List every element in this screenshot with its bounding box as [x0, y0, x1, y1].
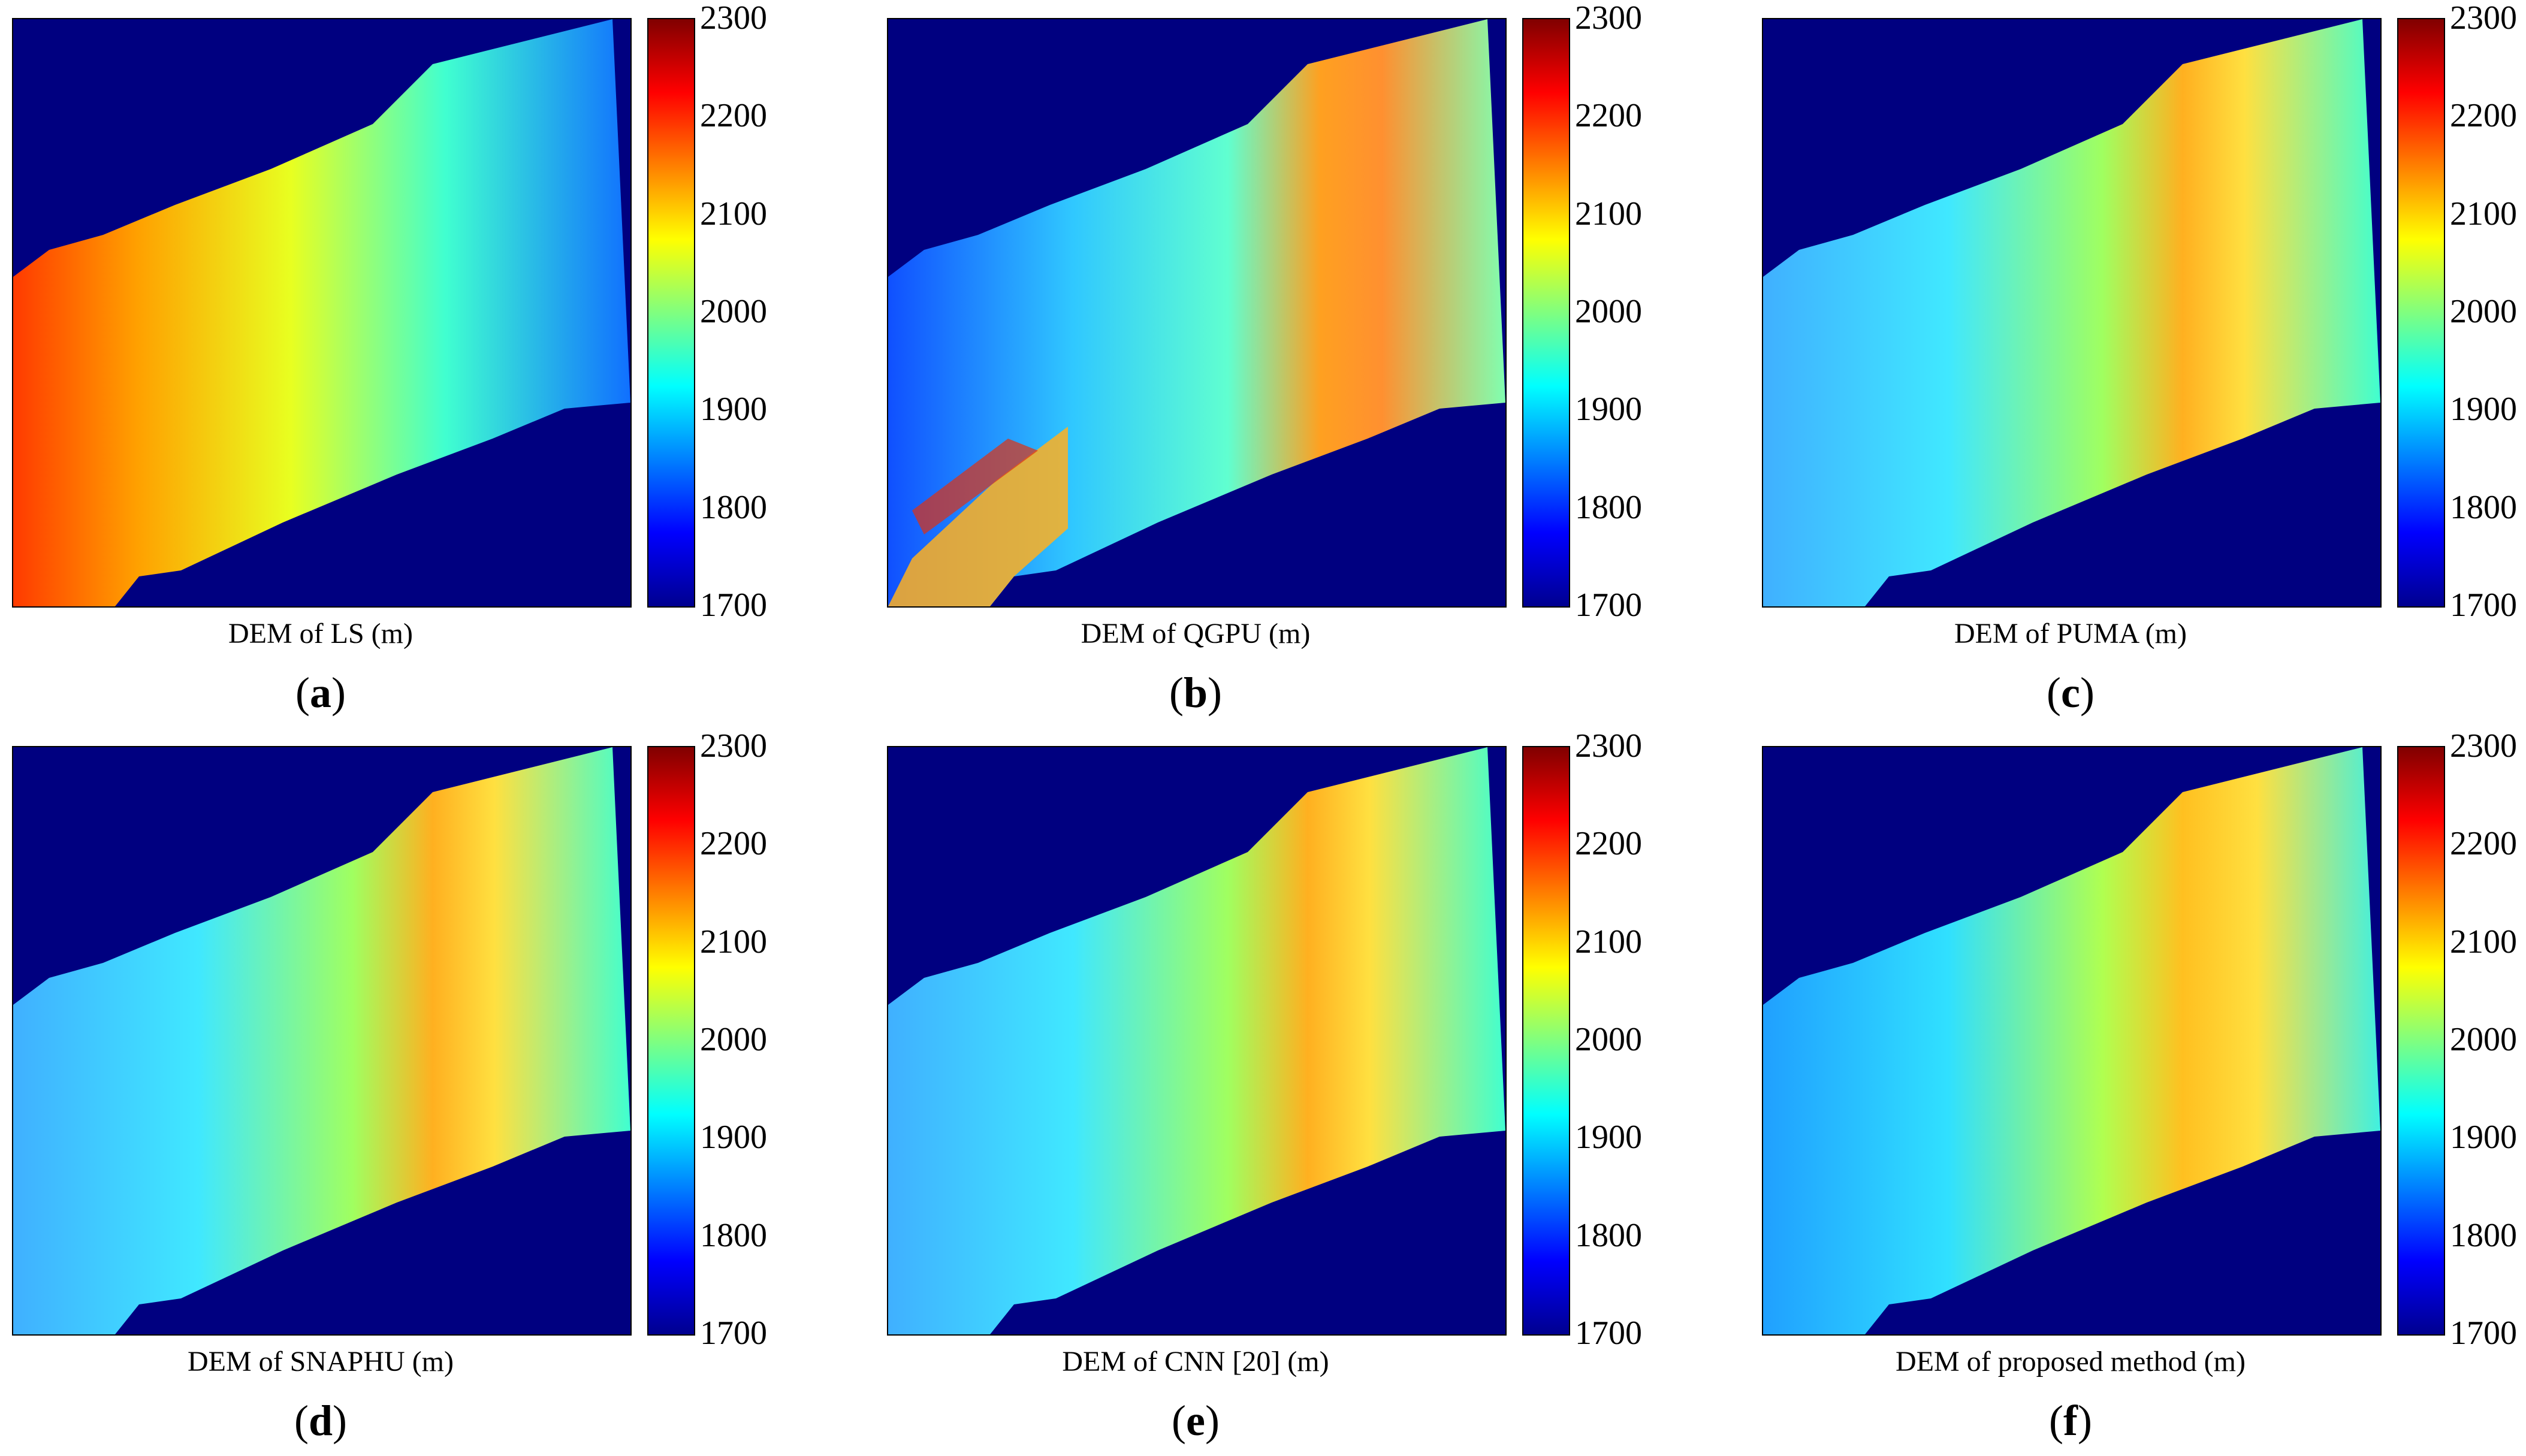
colorbar-tick: 1800	[2450, 1217, 2517, 1254]
colorbar-tick: 2300	[700, 0, 767, 37]
dem-map-puma	[1762, 18, 2382, 608]
panel-f: 2300 2200 2100 2000 1900 1800 1700 DEM o…	[1756, 729, 2526, 1445]
dem-map-cnn	[887, 746, 1507, 1336]
colorbar	[2397, 746, 2445, 1336]
colorbar-tick: 1900	[1575, 391, 1642, 428]
colorbar-tick: 2100	[1575, 195, 1642, 232]
panel-label: (a)	[295, 669, 346, 717]
panel-d: 2300 2200 2100 2000 1900 1800 1700 DEM o…	[6, 729, 875, 1445]
panel-label: (b)	[1169, 669, 1222, 717]
panel-label: (e)	[1172, 1397, 1220, 1445]
colorbar	[647, 746, 695, 1336]
colorbar-tick: 1800	[2450, 489, 2517, 526]
colorbar-tick: 1800	[1575, 1217, 1642, 1254]
dem-map-ls	[12, 18, 632, 608]
colorbar-tick: 1700	[1575, 1315, 1642, 1352]
colorbar-tick: 2100	[700, 923, 767, 960]
panel-caption: DEM of proposed method (m)	[1896, 1346, 2246, 1378]
colorbar-tick: 1700	[700, 587, 767, 624]
dem-map-qgpu	[887, 18, 1507, 608]
colorbar	[647, 18, 695, 608]
colorbar-tick: 2200	[2450, 825, 2517, 862]
colorbar-tick: 2000	[700, 293, 767, 330]
colorbar-tick: 1800	[700, 1217, 767, 1254]
colorbar-tick: 2100	[1575, 923, 1642, 960]
colorbar-tick: 2100	[2450, 923, 2517, 960]
colorbar-tick: 2100	[700, 195, 767, 232]
colorbar-tick: 2000	[1575, 1021, 1642, 1058]
panel-label: (f)	[2049, 1397, 2092, 1445]
panel-caption: DEM of PUMA (m)	[1954, 618, 2187, 650]
colorbar-tick: 2000	[2450, 293, 2517, 330]
colorbar-tick: 2200	[1575, 97, 1642, 134]
colorbar	[1522, 18, 1570, 608]
colorbar-tick: 2300	[700, 727, 767, 765]
panel-e: 2300 2200 2100 2000 1900 1800 1700 DEM o…	[881, 729, 1750, 1445]
colorbar	[1522, 746, 1570, 1336]
panel-c: 2300 2200 2100 2000 1900 1800 1700 DEM o…	[1756, 1, 2526, 717]
colorbar-tick: 2300	[1575, 0, 1642, 37]
colorbar-tick: 1800	[700, 489, 767, 526]
colorbar-tick: 2000	[700, 1021, 767, 1058]
colorbar-tick: 2000	[2450, 1021, 2517, 1058]
colorbar-tick: 2300	[2450, 0, 2517, 37]
colorbar-tick: 2000	[1575, 293, 1642, 330]
colorbar-tick: 1900	[700, 1119, 767, 1156]
colorbar-tick: 1900	[2450, 1119, 2517, 1156]
panel-label: (d)	[294, 1397, 347, 1445]
colorbar-tick: 2300	[1575, 727, 1642, 765]
colorbar-tick: 1800	[1575, 489, 1642, 526]
panel-a: 2300 2200 2100 2000 1900 1800 1700 DEM o…	[6, 1, 875, 717]
panel-caption: DEM of LS (m)	[228, 618, 413, 650]
colorbar	[2397, 18, 2445, 608]
dem-map-proposed	[1762, 746, 2382, 1336]
panel-b: 2300 2200 2100 2000 1900 1800 1700 DEM o…	[881, 1, 1750, 717]
colorbar-tick: 2100	[2450, 195, 2517, 232]
colorbar-tick: 2200	[1575, 825, 1642, 862]
colorbar-tick: 1700	[2450, 1315, 2517, 1352]
colorbar-tick: 2200	[700, 825, 767, 862]
panel-caption: DEM of SNAPHU (m)	[188, 1346, 454, 1378]
panel-caption: DEM of CNN [20] (m)	[1062, 1346, 1329, 1378]
colorbar-tick: 1900	[700, 391, 767, 428]
panel-label: (c)	[2047, 669, 2095, 717]
colorbar-tick: 1700	[1575, 587, 1642, 624]
colorbar-tick: 2200	[2450, 97, 2517, 134]
colorbar-tick: 2300	[2450, 727, 2517, 765]
colorbar-tick: 1900	[1575, 1119, 1642, 1156]
dem-map-snaphu	[12, 746, 632, 1336]
colorbar-tick: 1700	[2450, 587, 2517, 624]
colorbar-tick: 1700	[700, 1315, 767, 1352]
panel-caption: DEM of QGPU (m)	[1081, 618, 1311, 650]
colorbar-tick: 1900	[2450, 391, 2517, 428]
colorbar-tick: 2200	[700, 97, 767, 134]
